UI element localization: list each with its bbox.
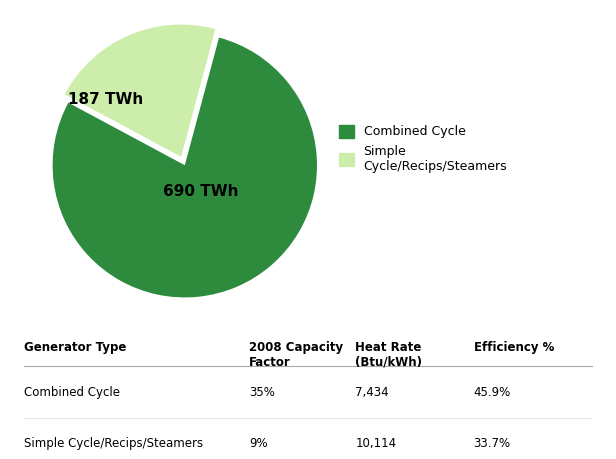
Text: Simple Cycle/Recips/Steamers: Simple Cycle/Recips/Steamers [24,437,203,450]
Wedge shape [65,24,216,157]
Text: Heat Rate
(Btu/kWh): Heat Rate (Btu/kWh) [355,341,423,369]
Text: 35%: 35% [249,386,275,399]
Text: 9%: 9% [249,437,267,450]
Text: Generator Type: Generator Type [24,341,126,354]
Text: 10,114: 10,114 [355,437,397,450]
Text: 187 TWh: 187 TWh [68,92,143,106]
Text: 2008 Capacity
Factor: 2008 Capacity Factor [249,341,343,369]
Text: 690 TWh: 690 TWh [163,184,238,199]
Text: Efficiency %: Efficiency % [474,341,554,354]
Text: 33.7%: 33.7% [474,437,511,450]
Legend: Combined Cycle, Simple
Cycle/Recips/Steamers: Combined Cycle, Simple Cycle/Recips/Stea… [333,120,512,178]
Text: 7,434: 7,434 [355,386,389,399]
Text: Combined Cycle: Combined Cycle [24,386,120,399]
Text: 45.9%: 45.9% [474,386,511,399]
Wedge shape [52,38,317,297]
